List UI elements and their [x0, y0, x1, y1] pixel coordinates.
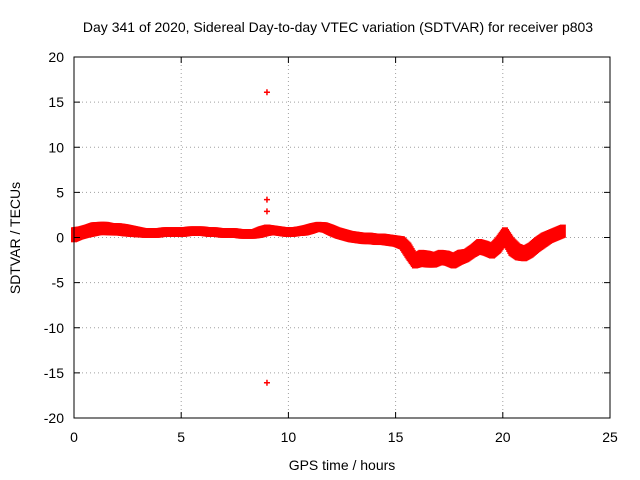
- x-tick-label: 20: [495, 429, 511, 445]
- y-tick-label: -20: [44, 410, 64, 426]
- y-tick-label: 0: [56, 230, 64, 246]
- x-tick-label: 5: [177, 429, 185, 445]
- x-tick-label: 25: [602, 429, 618, 445]
- y-tick-label: 10: [48, 139, 64, 155]
- y-tick-label: 5: [56, 184, 64, 200]
- x-axis-label: GPS time / hours: [289, 457, 396, 473]
- outlier-point: [263, 196, 270, 203]
- y-axis-label: SDTVAR / TECUs: [7, 182, 23, 294]
- chart-title: Day 341 of 2020, Sidereal Day-to-day VTE…: [83, 19, 593, 35]
- x-tick-label: 10: [281, 429, 297, 445]
- outlier-point: [263, 89, 270, 96]
- data-point: [559, 224, 566, 238]
- y-tick-label: -10: [44, 320, 64, 336]
- y-tick-label: -15: [44, 365, 64, 381]
- y-tick-label: -5: [52, 275, 65, 291]
- outlier-point: [263, 379, 270, 386]
- outlier-point: [263, 208, 270, 215]
- x-tick-label: 15: [388, 429, 404, 445]
- x-tick-label: 0: [70, 429, 78, 445]
- data-points: [71, 89, 566, 386]
- axis-ticks: 0 5 10 15 20 25 -20 -15 -10 -5 0 5 10 15 20: [44, 49, 618, 445]
- y-tick-label: 20: [48, 49, 64, 65]
- y-tick-label: 15: [48, 94, 64, 110]
